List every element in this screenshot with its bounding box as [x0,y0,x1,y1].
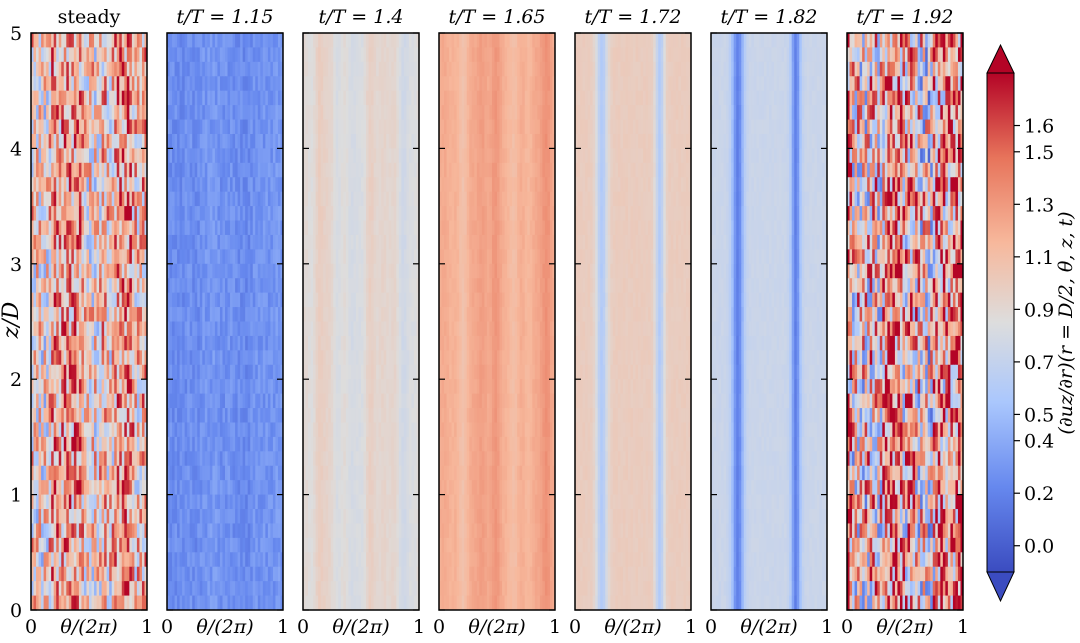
x-axis-label: θ/(2π) [876,616,933,638]
panel-frame [846,32,964,611]
y-tick-label: 4 [10,138,22,160]
colorbar-tick-label: 1.1 [1024,247,1054,269]
y-tick-label: 2 [10,369,22,391]
colorbar-tick-label: 0.5 [1024,404,1054,426]
heatmap-cells [439,33,555,610]
x-tick-label: 1 [821,616,833,638]
colorbar: 0.0 0.2 0.4 0.5 0.7 0.9 1.1 1.3 1.5 1.6 (∂uz/∂r)(… [986,43,1077,603]
panel-frame [574,32,692,611]
y-tick-label: 0 [10,600,22,622]
colorbar-tick-label: 0.2 [1024,483,1054,505]
panel-frame [166,32,284,611]
x-axis-label: θ/(2π) [60,616,117,638]
heatmap-cells [303,33,419,610]
colorbar-tick-label: 1.5 [1024,142,1054,164]
panel-frame [302,32,420,611]
heatmap-panel: t/T = 1.4 0 1 θ/(2π) [297,6,425,638]
panel-frame [30,32,148,611]
panel-title: t/T = 1.82 [720,6,817,28]
heatmap-panel: t/T = 1.92 0 1 θ/(2π) [841,6,969,638]
panel-title: t/T = 1.4 [319,6,404,28]
x-tick-label: 1 [141,616,153,638]
heatmap-cells [575,33,691,610]
x-tick-label: 1 [549,616,561,638]
x-tick-label: 0 [841,616,853,638]
panel-title: t/T = 1.15 [176,6,273,28]
panel-title: steady [58,6,121,28]
heatmap-cells [31,33,147,610]
heatmap-cells [847,33,963,610]
y-axis: 0 1 2 3 4 5 [10,23,22,622]
heatmap-panel: t/T = 1.15 0 1 θ/(2π) [161,6,289,638]
x-tick-label: 0 [705,616,717,638]
colorbar-body [986,72,1015,573]
colorbar-extend-top [986,43,1015,74]
x-axis-label: θ/(2π) [468,616,525,638]
x-tick-label: 1 [277,616,289,638]
x-tick-label: 0 [25,616,37,638]
panel-frame [710,32,828,611]
heatmap-panel: t/T = 1.65 0 1 θ/(2π) [433,6,561,638]
panel-frame [438,32,556,611]
colorbar-tick-label: 0.4 [1024,431,1054,453]
colorbar-tick-label: 0.0 [1024,536,1054,558]
heatmap-panel: t/T = 1.72 0 1 θ/(2π) [569,6,697,638]
colorbar-label: (∂uz/∂r)(r = D/2, θ, z, t) [1055,211,1077,434]
y-axis-label: z/D [0,301,24,339]
x-tick-label: 1 [957,616,969,638]
panel-title: t/T = 1.72 [584,6,681,28]
heatmap-cells [711,33,827,610]
colorbar-tick-label: 1.6 [1024,116,1054,138]
panel-title: t/T = 1.92 [856,6,953,28]
x-axis-label: θ/(2π) [740,616,797,638]
x-axis-label: θ/(2π) [604,616,661,638]
x-tick-label: 1 [685,616,697,638]
y-tick-label: 3 [10,254,22,276]
colorbar-tick-label: 1.3 [1024,194,1054,216]
x-axis-label: θ/(2π) [332,616,389,638]
x-tick-label: 0 [569,616,581,638]
y-tick-label: 5 [10,23,22,45]
panel-title: t/T = 1.65 [448,6,545,28]
heatmap-cells [167,33,283,610]
y-tick-label: 1 [10,485,22,507]
heatmap-panel: t/T = 1.82 0 1 θ/(2π) [705,6,833,638]
x-tick-label: 0 [433,616,445,638]
x-axis-label: θ/(2π) [196,616,253,638]
colorbar-ticks: 0.0 0.2 0.4 0.5 0.7 0.9 1.1 1.3 1.5 1.6 [1014,116,1054,558]
colorbar-tick-label: 0.9 [1024,299,1054,321]
heatmap-panel: steady 0 1 θ/(2π) [25,6,153,638]
x-tick-label: 0 [297,616,309,638]
x-tick-label: 1 [413,616,425,638]
colorbar-tick-label: 0.7 [1024,352,1054,374]
colorbar-extend-bottom [986,571,1015,603]
x-tick-label: 0 [161,616,173,638]
